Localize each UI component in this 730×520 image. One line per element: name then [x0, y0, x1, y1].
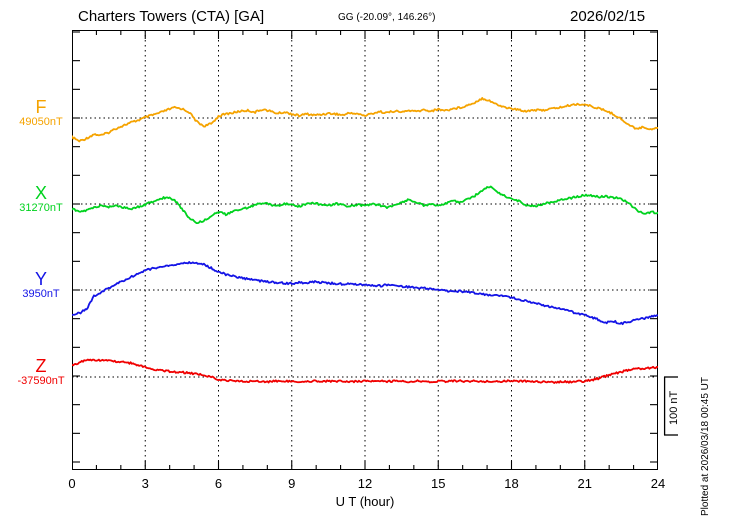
x-tick-label-12: 12 [357, 476, 373, 491]
component-symbol-X: X [34, 183, 47, 203]
component-baseline-Z: -37590nT [17, 375, 65, 387]
x-tick-label-9: 9 [288, 476, 296, 491]
component-symbol-F: F [35, 97, 47, 117]
plotted-at-timestamp: Plotted at 2026/03/18 00:45 UT [700, 377, 711, 516]
component-baseline-F: 49050nT [19, 116, 63, 128]
geographic-coordinates: GG (-20.09°, 146.26°) [338, 12, 436, 23]
scale-bar-label: 100 nT [668, 390, 680, 426]
x-tick-label-24: 24 [650, 476, 666, 491]
component-baseline-X: 31270nT [19, 202, 63, 214]
component-baseline-Y: 3950nT [22, 288, 60, 300]
x-axis-title: U T (hour) [335, 494, 395, 509]
component-label-Y: Y 3950nT [12, 270, 70, 301]
observation-date: 2026/02/15 [570, 8, 646, 25]
x-tick-label-18: 18 [504, 476, 519, 491]
magnetogram-plot [72, 30, 658, 470]
x-tick-label-0: 0 [68, 476, 76, 491]
component-label-F: F 49050nT [12, 98, 70, 129]
component-label-X: X 31270nT [12, 184, 70, 215]
scale-bar-icon [663, 376, 678, 436]
component-symbol-Z: Z [35, 356, 47, 376]
component-symbol-Y: Y [34, 269, 47, 289]
x-tick-label-6: 6 [214, 476, 223, 491]
component-label-Z: Z -37590nT [12, 357, 70, 388]
x-tick-label-21: 21 [577, 476, 592, 491]
x-tick-label-3: 3 [141, 476, 149, 491]
x-tick-label-15: 15 [431, 476, 446, 491]
page-title: Charters Towers (CTA) [GA] [78, 8, 265, 25]
